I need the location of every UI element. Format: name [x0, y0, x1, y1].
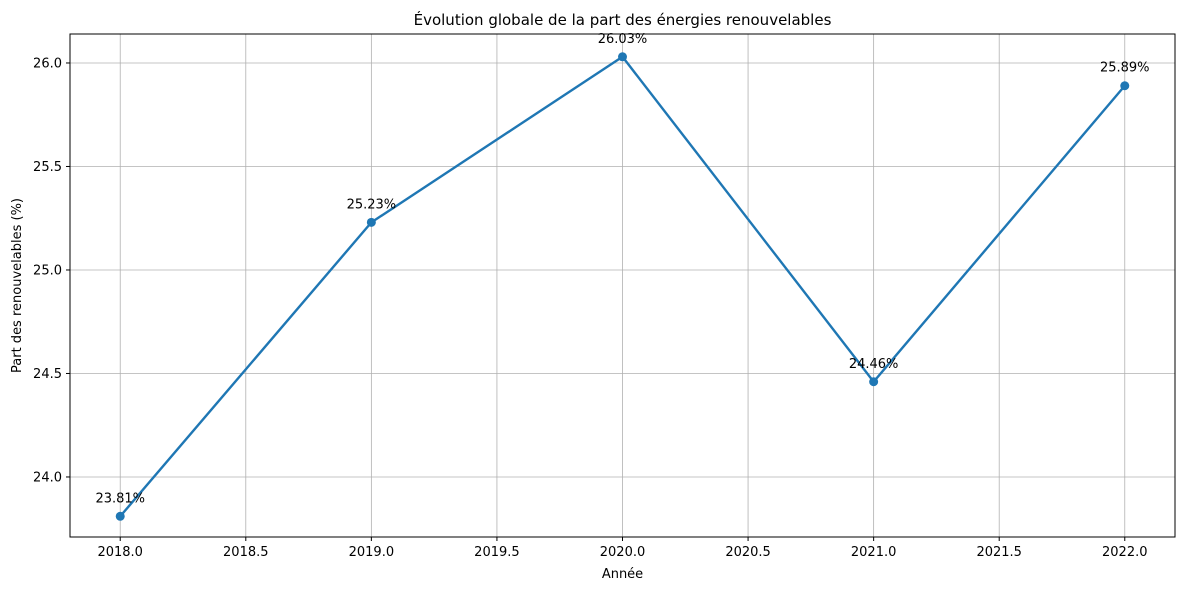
y-tick-label: 26.0	[33, 56, 62, 71]
x-tick-label: 2019.0	[349, 545, 395, 560]
x-axis: 2018.0 2018.5 2019.0 2019.5 2020.0 2020.5 2021…	[97, 537, 1148, 560]
y-tick-label: 24.0	[33, 470, 62, 485]
y-axis-title: Part des renouvelables (%)	[10, 198, 25, 373]
data-point	[1120, 81, 1130, 91]
data-label: 24.46%	[849, 357, 899, 372]
data-label: 26.03%	[598, 32, 648, 47]
x-axis-title: Année	[602, 567, 643, 582]
grid	[70, 34, 1175, 537]
x-tick-label: 2020.0	[600, 545, 646, 560]
data-point	[618, 52, 627, 62]
data-point	[869, 377, 879, 387]
series: 23.81% 25.23% 26.03% 24.46% 25.89%	[95, 32, 1150, 521]
x-tick-label: 2018.0	[97, 545, 143, 560]
data-label: 25.89%	[1100, 61, 1150, 76]
y-axis: 24.0 24.5 25.0 25.5 26.0	[33, 56, 70, 485]
x-tick-label: 2018.5	[223, 545, 269, 560]
data-label: 25.23%	[347, 197, 397, 212]
x-tick-label: 2019.5	[474, 545, 520, 560]
x-tick-label: 2022.0	[1102, 545, 1148, 560]
x-tick-label: 2020.5	[725, 545, 771, 560]
x-tick-label: 2021.0	[851, 545, 897, 560]
data-point	[366, 217, 376, 227]
y-tick-label: 25.5	[33, 160, 62, 175]
x-tick-label: 2021.5	[976, 545, 1022, 560]
chart-title: Évolution globale de la part des énergie…	[414, 10, 832, 29]
data-label: 23.81%	[95, 491, 145, 506]
y-tick-label: 24.5	[33, 367, 62, 382]
data-point	[115, 511, 125, 521]
y-tick-label: 25.0	[33, 263, 62, 278]
